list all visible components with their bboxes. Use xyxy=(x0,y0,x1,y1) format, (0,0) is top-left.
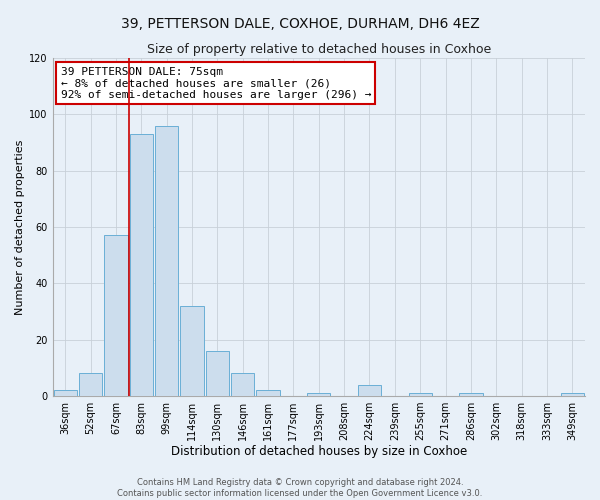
X-axis label: Distribution of detached houses by size in Coxhoe: Distribution of detached houses by size … xyxy=(170,444,467,458)
Bar xyxy=(231,374,254,396)
Bar xyxy=(358,384,381,396)
Bar xyxy=(79,374,102,396)
Text: 39 PETTERSON DALE: 75sqm
← 8% of detached houses are smaller (26)
92% of semi-de: 39 PETTERSON DALE: 75sqm ← 8% of detache… xyxy=(61,66,371,100)
Bar xyxy=(560,393,584,396)
Text: Contains HM Land Registry data © Crown copyright and database right 2024.
Contai: Contains HM Land Registry data © Crown c… xyxy=(118,478,482,498)
Bar xyxy=(104,236,128,396)
Text: 39, PETTERSON DALE, COXHOE, DURHAM, DH6 4EZ: 39, PETTERSON DALE, COXHOE, DURHAM, DH6 … xyxy=(121,18,479,32)
Bar xyxy=(206,351,229,396)
Bar xyxy=(256,390,280,396)
Y-axis label: Number of detached properties: Number of detached properties xyxy=(15,140,25,314)
Bar xyxy=(409,393,432,396)
Bar xyxy=(53,390,77,396)
Bar xyxy=(307,393,331,396)
Bar xyxy=(181,306,203,396)
Bar xyxy=(155,126,178,396)
Bar xyxy=(130,134,153,396)
Bar xyxy=(459,393,482,396)
Title: Size of property relative to detached houses in Coxhoe: Size of property relative to detached ho… xyxy=(146,42,491,56)
